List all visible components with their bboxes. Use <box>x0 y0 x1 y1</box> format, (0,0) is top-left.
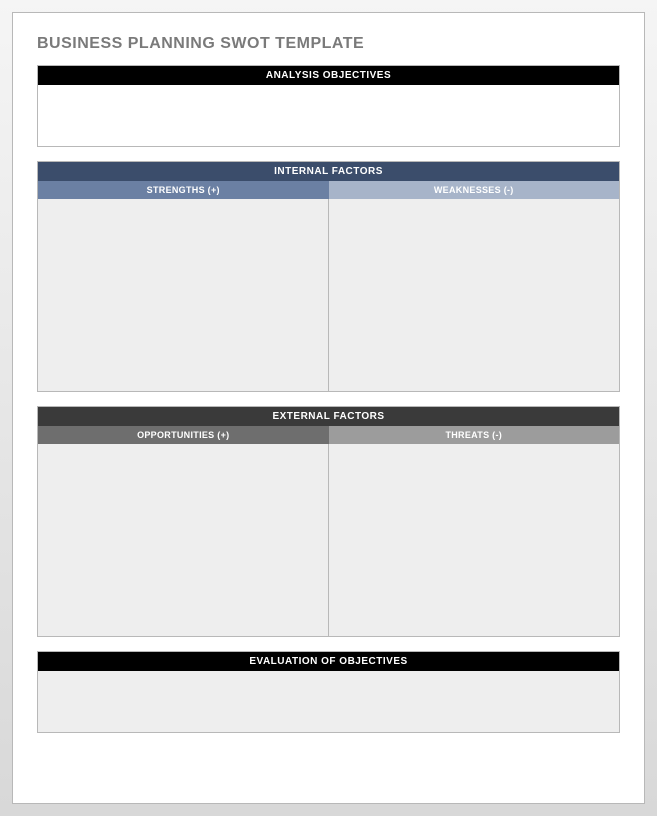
page-title: BUSINESS PLANNING SWOT TEMPLATE <box>37 35 620 53</box>
weaknesses-header: WEAKNESSES (-) <box>329 181 620 199</box>
internal-header: INTERNAL FACTORS <box>38 162 619 181</box>
evaluation-section: EVALUATION OF OBJECTIVES <box>37 651 620 671</box>
document-page: BUSINESS PLANNING SWOT TEMPLATE ANALYSIS… <box>12 12 645 804</box>
external-header: EXTERNAL FACTORS <box>38 407 619 426</box>
evaluation-content-box <box>37 671 620 733</box>
strengths-header: STRENGTHS (+) <box>38 181 329 199</box>
analysis-content-box <box>37 85 620 147</box>
internal-subheader-row: STRENGTHS (+) WEAKNESSES (-) <box>38 181 619 199</box>
external-subheader-row: OPPORTUNITIES (+) THREATS (-) <box>38 426 619 444</box>
external-section: EXTERNAL FACTORS OPPORTUNITIES (+) THREA… <box>37 406 620 444</box>
opportunities-header: OPPORTUNITIES (+) <box>38 426 329 444</box>
internal-cells <box>37 199 620 392</box>
threats-cell <box>328 444 619 636</box>
analysis-section: ANALYSIS OBJECTIVES <box>37 65 620 85</box>
analysis-header: ANALYSIS OBJECTIVES <box>38 66 619 85</box>
weaknesses-cell <box>328 199 619 391</box>
internal-section: INTERNAL FACTORS STRENGTHS (+) WEAKNESSE… <box>37 161 620 199</box>
evaluation-header: EVALUATION OF OBJECTIVES <box>38 652 619 671</box>
threats-header: THREATS (-) <box>329 426 620 444</box>
strengths-cell <box>38 199 328 391</box>
external-cells <box>37 444 620 637</box>
opportunities-cell <box>38 444 328 636</box>
